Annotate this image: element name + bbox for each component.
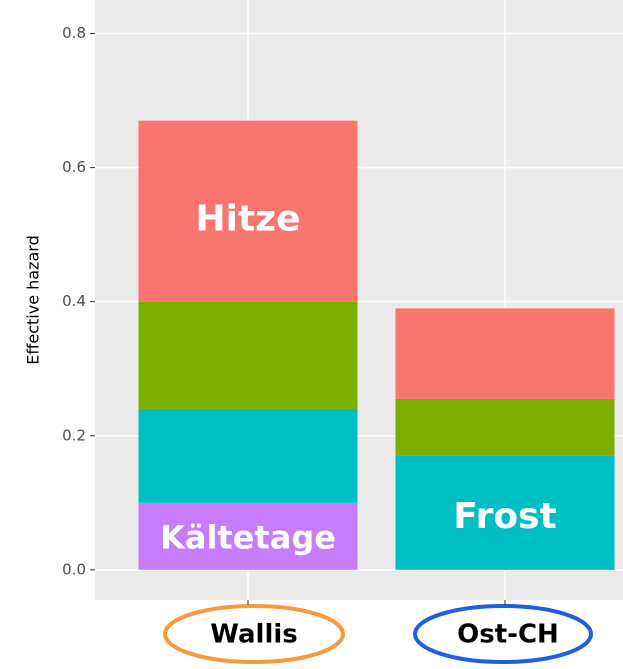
y-tick-label: 0.8 [62, 24, 86, 42]
series-label: Hitze [195, 199, 300, 240]
bar-segment [138, 502, 358, 570]
x-tick-label: Ost-CH [457, 620, 559, 650]
x-tick-label: Wallis [210, 620, 298, 650]
series-label: Frost [453, 496, 556, 537]
bar-segment [138, 408, 358, 503]
bar-segment [395, 398, 615, 456]
y-tick-label: 0.0 [62, 560, 86, 578]
y-tick-label: 0.6 [62, 158, 86, 176]
y-axis-label: Effective hazard [24, 235, 43, 365]
y-tick-label: 0.2 [62, 426, 86, 444]
category-outline [413, 604, 593, 664]
bar-segment [395, 308, 615, 399]
bar-segment [138, 120, 358, 302]
series-label: Kältetage [160, 518, 336, 556]
y-tick-label: 0.4 [62, 292, 86, 310]
category-outline [163, 604, 345, 664]
bar-segment [395, 455, 615, 570]
bar-segment [138, 301, 358, 409]
